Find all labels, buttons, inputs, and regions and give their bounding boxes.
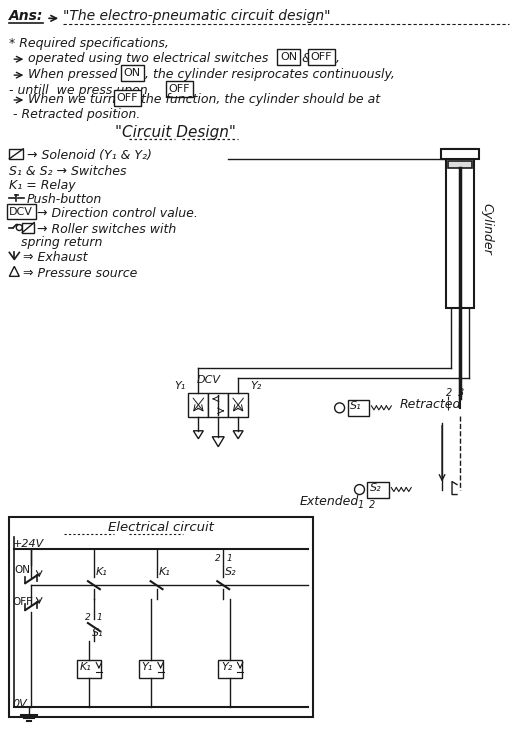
Bar <box>448 161 472 168</box>
Text: * Required specifications,: * Required specifications, <box>10 37 169 50</box>
Text: ⇒ Exhaust: ⇒ Exhaust <box>23 252 88 264</box>
Text: 2: 2 <box>446 388 452 398</box>
Polygon shape <box>233 431 243 439</box>
Text: ON: ON <box>123 68 141 78</box>
Text: 1: 1 <box>226 554 232 563</box>
Text: K₁: K₁ <box>158 568 170 577</box>
Bar <box>77 660 101 678</box>
Text: OFF: OFF <box>311 53 332 62</box>
Polygon shape <box>10 266 19 276</box>
Text: Y₂: Y₂ <box>221 662 233 672</box>
Text: ⇒ Pressure source: ⇒ Pressure source <box>23 267 138 280</box>
Circle shape <box>16 224 22 231</box>
Text: When we turn: When we turn <box>28 93 116 106</box>
Circle shape <box>334 403 344 413</box>
Text: 2: 2 <box>369 500 376 510</box>
Text: Y₂: Y₂ <box>250 381 261 391</box>
Text: 2: 2 <box>215 554 221 563</box>
Text: Cylinder: Cylinder <box>481 203 494 255</box>
Text: 0V: 0V <box>12 699 27 709</box>
Bar <box>10 517 313 717</box>
Text: OFF: OFF <box>12 597 32 607</box>
Text: → Direction control value.: → Direction control value. <box>37 206 198 220</box>
Text: When pressed: When pressed <box>28 68 118 81</box>
Text: → Roller switches with: → Roller switches with <box>37 223 176 235</box>
Polygon shape <box>193 431 204 439</box>
Text: Retracted: Retracted <box>399 398 461 411</box>
Text: DCV: DCV <box>196 375 220 385</box>
Bar <box>228 393 248 417</box>
Text: OFF: OFF <box>169 84 190 94</box>
Polygon shape <box>213 437 224 447</box>
Bar <box>139 660 163 678</box>
Text: DCV: DCV <box>10 206 33 217</box>
Text: +24V: +24V <box>12 539 43 549</box>
Text: , the cylinder resiprocates continuously,: , the cylinder resiprocates continuously… <box>145 68 394 81</box>
Text: S₁: S₁ <box>350 401 361 411</box>
Circle shape <box>355 485 365 494</box>
Text: Y₁: Y₁ <box>174 381 186 391</box>
Bar <box>367 482 390 497</box>
Text: ON: ON <box>280 53 297 62</box>
Text: S₁: S₁ <box>92 628 103 638</box>
Text: "The electro-pneumatic circuit design": "The electro-pneumatic circuit design" <box>63 10 331 24</box>
Text: - Retracted position.: - Retracted position. <box>13 108 140 121</box>
Text: operated using two electrical switches: operated using two electrical switches <box>28 53 269 65</box>
Text: K₁ = Relay: K₁ = Relay <box>10 179 76 192</box>
Text: Y₁: Y₁ <box>142 662 153 672</box>
Text: S₂: S₂ <box>225 568 237 577</box>
Text: Ans:: Ans: <box>10 10 43 24</box>
Text: - untill  we press upon: - untill we press upon <box>10 84 148 97</box>
Text: K₁: K₁ <box>80 662 92 672</box>
Text: spring return: spring return <box>21 235 103 249</box>
Text: ON: ON <box>14 565 30 575</box>
Text: OFF: OFF <box>117 93 138 103</box>
Text: → Solenoid (Y₁ & Y₂): → Solenoid (Y₁ & Y₂) <box>27 149 152 162</box>
Text: S₁ & S₂ → Switches: S₁ & S₂ → Switches <box>10 165 127 178</box>
Bar <box>446 149 474 309</box>
Bar <box>348 400 369 416</box>
Text: 1: 1 <box>358 500 364 510</box>
Text: ,: , <box>335 53 340 65</box>
Text: Electrical circuit: Electrical circuit <box>108 522 214 534</box>
Bar <box>208 393 228 417</box>
Text: Push-button: Push-button <box>26 192 102 206</box>
Text: S₂: S₂ <box>369 482 381 493</box>
Bar <box>188 393 208 417</box>
Bar <box>10 149 23 159</box>
Text: K₁: K₁ <box>96 568 108 577</box>
Bar <box>22 223 34 232</box>
Bar <box>218 660 242 678</box>
Text: &: & <box>302 53 312 65</box>
Text: 2: 2 <box>85 613 91 622</box>
Text: "Circuit Design": "Circuit Design" <box>115 125 236 140</box>
Text: 3: 3 <box>458 388 464 398</box>
Text: 1: 1 <box>97 613 103 622</box>
Text: the function, the cylinder should be at: the function, the cylinder should be at <box>140 93 380 106</box>
Text: Extended: Extended <box>300 494 359 508</box>
Bar <box>441 149 479 159</box>
